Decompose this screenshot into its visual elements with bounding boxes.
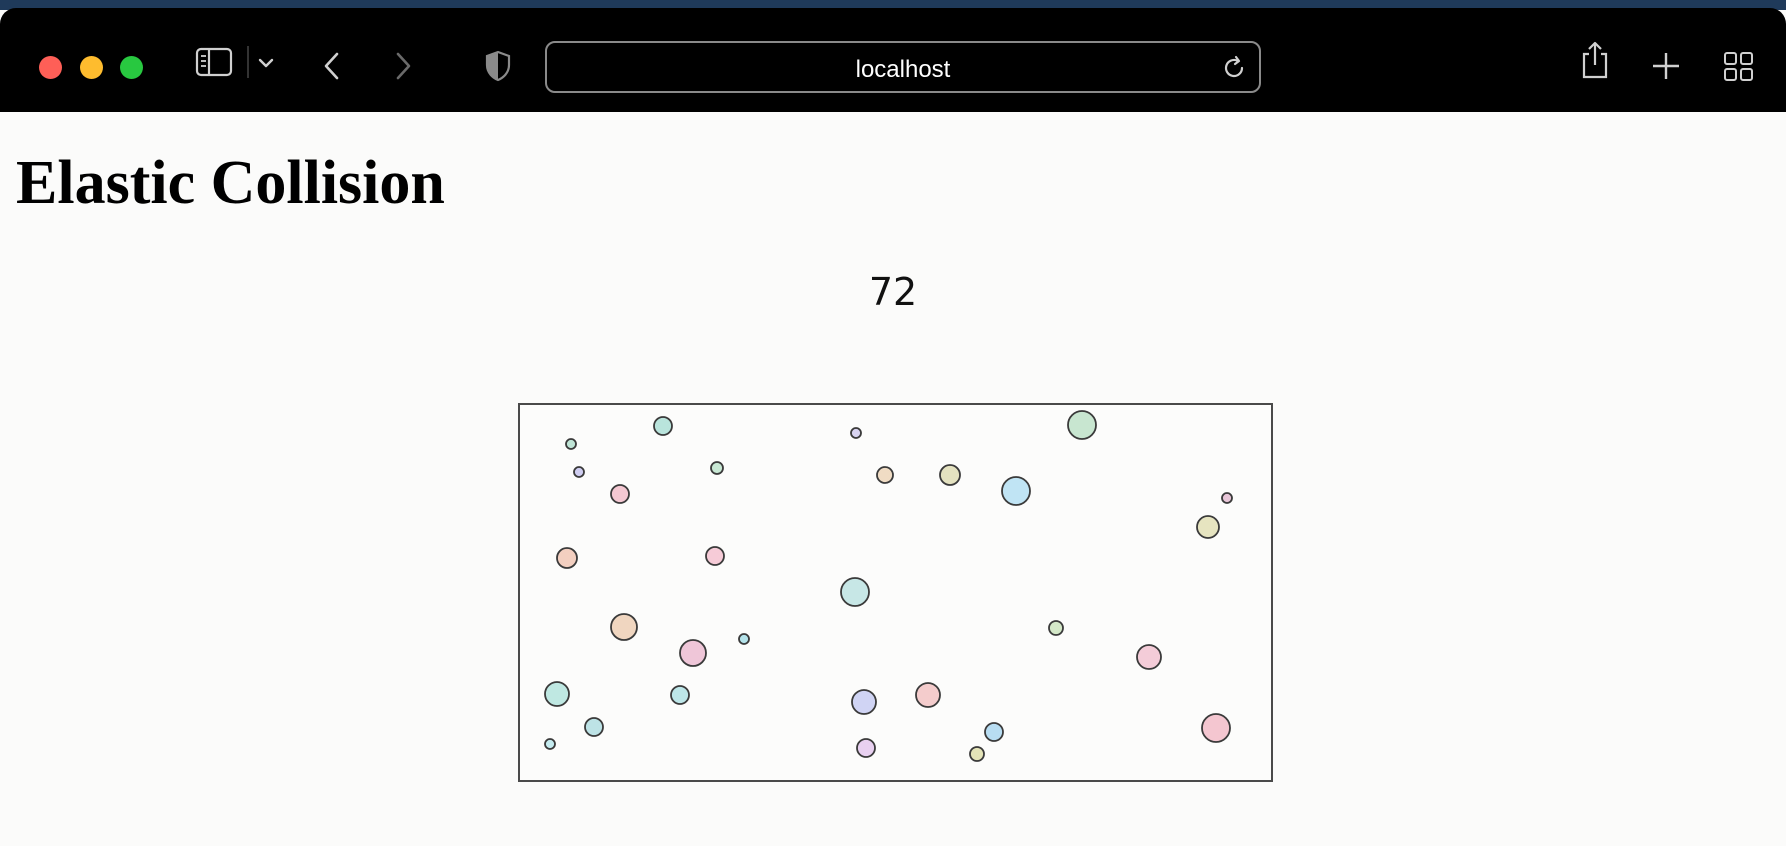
ball <box>705 546 725 566</box>
reload-icon[interactable] <box>1221 55 1247 86</box>
simulation-canvas <box>518 403 1273 782</box>
ball <box>679 639 707 667</box>
ball <box>1221 492 1233 504</box>
back-arrow-icon[interactable] <box>321 51 343 86</box>
ball <box>915 682 941 708</box>
ball <box>565 438 577 450</box>
ball <box>653 416 673 436</box>
ball <box>984 722 1004 742</box>
divider-line <box>247 46 249 83</box>
forward-arrow-icon[interactable] <box>392 51 414 86</box>
ball <box>1196 515 1220 539</box>
close-window-button[interactable] <box>39 56 62 79</box>
window-frame <box>0 0 1786 10</box>
ball <box>939 464 961 486</box>
ball <box>876 466 894 484</box>
ball <box>556 547 578 569</box>
ball <box>738 633 750 645</box>
ball <box>851 689 877 715</box>
ball <box>670 685 690 705</box>
ball <box>544 681 570 707</box>
ball <box>969 746 985 762</box>
ball <box>1067 410 1097 440</box>
ball <box>1048 620 1064 636</box>
privacy-shield-icon[interactable] <box>484 50 512 87</box>
ball <box>1136 644 1162 670</box>
new-tab-plus-icon[interactable] <box>1651 51 1681 86</box>
ball <box>710 461 724 475</box>
ball <box>544 738 556 750</box>
browser-toolbar: localhost <box>0 8 1786 112</box>
balls-layer <box>544 410 1233 762</box>
ball <box>573 466 585 478</box>
ball <box>584 717 604 737</box>
share-icon[interactable] <box>1580 40 1610 85</box>
sidebar-toggle-icon[interactable] <box>195 46 235 83</box>
minimize-window-button[interactable] <box>80 56 103 79</box>
address-bar[interactable]: localhost <box>545 41 1261 93</box>
address-text: localhost <box>855 56 951 83</box>
ball <box>856 738 876 758</box>
ball <box>1001 476 1031 506</box>
collision-counter: 72 <box>868 270 918 314</box>
ball <box>1201 713 1231 743</box>
chevron-down-icon[interactable] <box>258 56 274 74</box>
ball <box>610 613 638 641</box>
ball <box>850 427 862 439</box>
ball <box>840 577 870 607</box>
ball <box>610 484 630 504</box>
page-title: Elastic Collision <box>16 149 445 217</box>
zoom-window-button[interactable] <box>120 56 143 79</box>
tab-overview-icon[interactable] <box>1723 51 1755 88</box>
